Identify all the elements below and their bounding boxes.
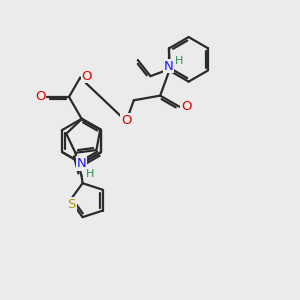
Text: N: N bbox=[164, 60, 173, 73]
Text: O: O bbox=[121, 114, 131, 127]
Text: H: H bbox=[86, 169, 94, 179]
Text: N: N bbox=[77, 157, 86, 170]
Text: H: H bbox=[175, 56, 183, 66]
Text: O: O bbox=[35, 90, 45, 104]
Text: O: O bbox=[181, 100, 191, 113]
Text: S: S bbox=[68, 198, 76, 211]
Text: O: O bbox=[81, 70, 92, 83]
